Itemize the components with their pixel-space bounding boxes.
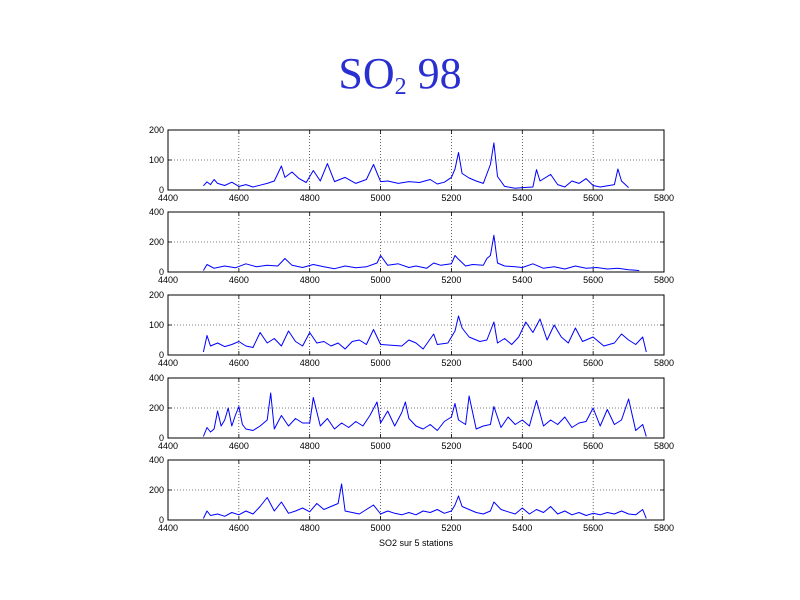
x-axis-label: SO2 sur 5 stations <box>379 538 454 548</box>
y-tick-label: 0 <box>159 185 164 195</box>
x-tick-label: 4600 <box>229 275 249 285</box>
x-tick-label: 5200 <box>441 441 461 451</box>
y-tick-label: 0 <box>159 433 164 443</box>
y-tick-label: 0 <box>159 350 164 360</box>
y-tick-label: 100 <box>149 155 164 165</box>
panel-3: 4400 4600 4800 5000 5200 5400 5600 5800 0 100 200 <box>149 290 674 368</box>
y-tick-label: 0 <box>159 267 164 277</box>
x-tick-label: 4800 <box>300 358 320 368</box>
title-subscript: 2 <box>394 74 407 100</box>
x-tick-label: 4400 <box>158 441 178 451</box>
series-line <box>202 483 647 519</box>
x-tick-label: 5600 <box>583 441 603 451</box>
title-main: SO <box>338 49 395 98</box>
x-tick-label: 5800 <box>654 358 674 368</box>
axes-frame <box>167 294 665 356</box>
axes-frame <box>167 459 665 521</box>
x-tick-label: 5600 <box>583 193 603 203</box>
y-tick-label: 0 <box>159 515 164 525</box>
x-tick-label: 4400 <box>158 193 178 203</box>
series-line <box>202 392 647 437</box>
y-tick-label: 200 <box>149 403 164 413</box>
x-tick-label: 5200 <box>441 193 461 203</box>
y-tick-label: 200 <box>149 290 164 300</box>
x-tick-label: 4400 <box>158 358 178 368</box>
x-tick-label: 5000 <box>371 275 391 285</box>
panel-5: 4400 4600 4800 5000 5200 5400 5600 5800 0 200 400 <box>149 455 674 533</box>
x-tick-label: 5800 <box>654 193 674 203</box>
x-tick-label: 4600 <box>229 523 249 533</box>
x-tick-label: 5000 <box>371 193 391 203</box>
panel-1: 4400 4600 4800 5000 5200 5400 5600 5800 0 100 200 <box>149 125 674 203</box>
x-tick-label: 5600 <box>583 523 603 533</box>
x-tick-label: 5400 <box>512 441 532 451</box>
axes-frame <box>167 129 665 191</box>
series-line <box>203 142 629 189</box>
x-tick-label: 4800 <box>300 523 320 533</box>
x-tick-label: 4400 <box>158 275 178 285</box>
page-title: SO2 98 <box>0 49 800 100</box>
x-tick-label: 5600 <box>583 358 603 368</box>
x-tick-label: 4800 <box>300 193 320 203</box>
x-tick-label: 5200 <box>441 275 461 285</box>
axes-frame <box>167 211 665 273</box>
x-tick-label: 5000 <box>371 441 391 451</box>
x-tick-label: 5200 <box>441 523 461 533</box>
series-line <box>202 315 647 353</box>
x-tick-label: 5400 <box>512 358 532 368</box>
x-tick-label: 5400 <box>512 193 532 203</box>
y-tick-label: 200 <box>149 237 164 247</box>
x-tick-label: 5000 <box>371 358 391 368</box>
x-tick-label: 4800 <box>300 441 320 451</box>
x-tick-label: 5800 <box>654 441 674 451</box>
axes-frame <box>167 377 665 439</box>
x-tick-label: 4800 <box>300 275 320 285</box>
y-tick-label: 400 <box>149 207 164 217</box>
y-tick-label: 200 <box>149 485 164 495</box>
panel-4: 4400 4600 4800 5000 5200 5400 5600 5800 0 200 400 <box>149 373 674 451</box>
panel-2: 4400 4600 4800 5000 5200 5400 5600 5800 0 200 400 <box>149 207 674 285</box>
x-tick-label: 5800 <box>654 523 674 533</box>
x-tick-label: 5400 <box>512 523 532 533</box>
y-tick-label: 400 <box>149 455 164 465</box>
series-line <box>202 234 640 271</box>
x-tick-label: 5400 <box>512 275 532 285</box>
x-tick-label: 5200 <box>441 358 461 368</box>
x-tick-label: 4400 <box>158 523 178 533</box>
x-tick-label: 4600 <box>229 193 249 203</box>
x-tick-label: 5800 <box>654 275 674 285</box>
x-tick-label: 5600 <box>583 275 603 285</box>
x-tick-label: 5000 <box>371 523 391 533</box>
x-tick-label: 4600 <box>229 441 249 451</box>
y-tick-label: 200 <box>149 125 164 135</box>
title-rest: 98 <box>406 49 462 98</box>
y-tick-label: 100 <box>149 320 164 330</box>
y-tick-label: 400 <box>149 373 164 383</box>
x-tick-label: 4600 <box>229 358 249 368</box>
